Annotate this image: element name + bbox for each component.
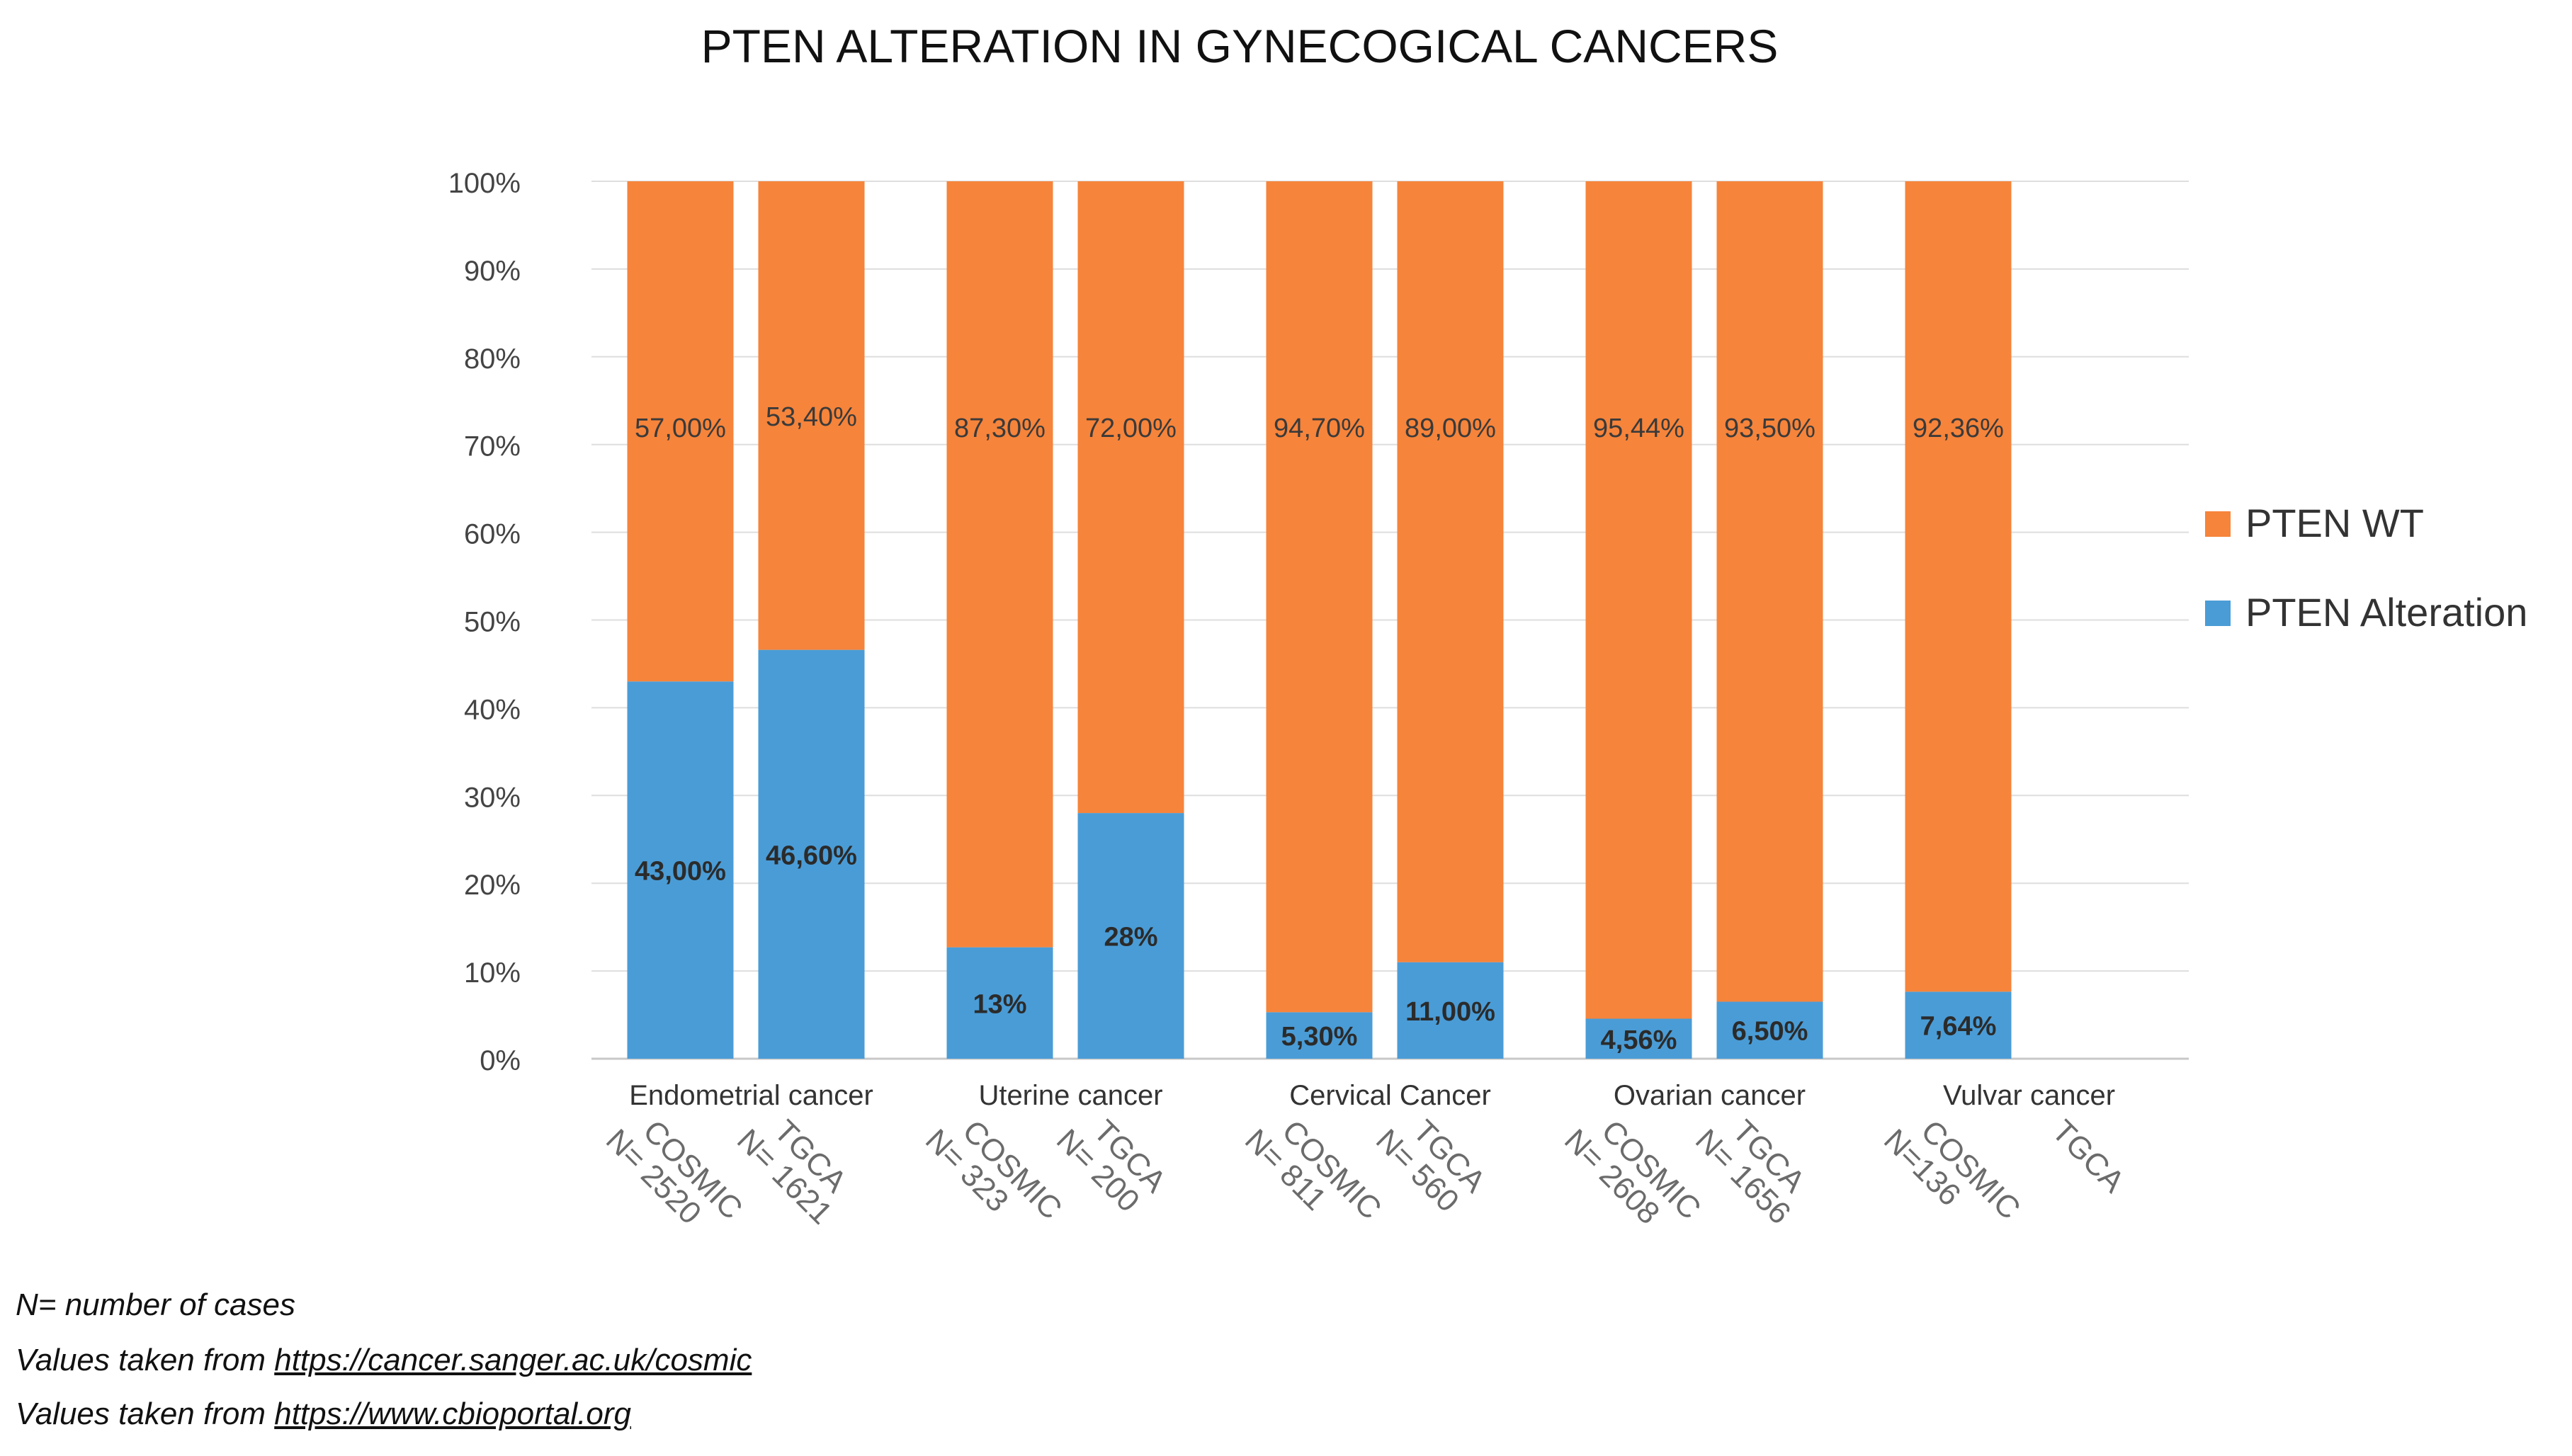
footnote-source-prefix: Values taken from [16,1343,275,1377]
bar-pten-wt [1266,181,1373,1013]
y-tick-label: 70% [464,431,521,462]
bar-pten-wt [1905,181,2012,992]
data-label-alteration: 4,56% [1601,1025,1677,1055]
footnote-source-cbioportal: Values taken from https://www.cbioportal… [16,1397,631,1432]
data-label-wt: 89,00% [1405,414,1496,443]
data-label-alteration: 43,00% [635,857,726,887]
x-source-label: TGCAN= 1656 [1689,1100,1820,1232]
data-label-wt: 57,00% [635,414,726,443]
bar-pten-wt [1077,181,1184,814]
data-label-wt: 94,70% [1274,414,1365,443]
x-source-label: COSMICN= 323 [919,1100,1068,1249]
bar-pten-wt [758,181,865,650]
bars: 43,00% 57,00% 46,60% 53,40% 13% 87,30% 28% 72,0… [627,181,2012,1059]
data-label-alteration: 28% [1104,923,1157,952]
y-tick-label: 60% [464,519,521,550]
chart-title: PTEN ALTERATION IN GYNECOGICAL CANCERS [701,20,1779,72]
cosmic-link[interactable]: https://cancer.sanger.ac.uk/cosmic [274,1343,752,1377]
bar-pten-alteration [1077,813,1184,1059]
data-label-alteration: 13% [973,989,1026,1019]
y-axis: 0% 10% 20% 30% 40% 50% 60% 70% 80% 90% 100% [448,168,521,1076]
bar-pten-alteration [1716,1001,1823,1059]
cbioportal-link[interactable]: https://www.cbioportal.org [274,1397,632,1431]
bar-pten-alteration [1266,1012,1373,1059]
y-tick-label: 100% [448,168,521,199]
x-source-label: COSMICN= 2608 [1558,1100,1707,1249]
y-tick-label: 80% [464,343,521,375]
x-source-label: COSMICN= 2520 [599,1100,749,1249]
x-category-label: Ovarian cancer [1614,1080,1806,1111]
bar-pten-wt [627,181,734,682]
x-category-label: Cervical Cancer [1289,1080,1491,1111]
x-source-label: TGCA [2045,1113,2131,1200]
bar-pten-wt [1397,181,1504,962]
x-category-label: Uterine cancer [978,1080,1162,1111]
x-source-label: COSMICN=136 [1877,1100,2027,1249]
bar-pten-alteration [1905,991,2012,1059]
data-label-wt: 87,30% [954,414,1046,443]
data-label-wt: 93,50% [1724,414,1815,443]
y-tick-label: 0% [480,1045,521,1076]
data-label-wt: 53,40% [766,402,857,432]
y-tick-label: 40% [464,694,521,725]
footnote-n-definition: N= number of cases [16,1287,295,1323]
data-label-alteration: 11,00% [1405,997,1495,1027]
legend-label: PTEN Alteration [2245,590,2527,635]
data-label-alteration: 7,64% [1920,1012,1997,1042]
footnote-source-prefix: Values taken from [16,1397,275,1431]
data-label-wt: 72,00% [1085,414,1177,443]
bar-pten-alteration [1397,962,1504,1059]
y-tick-label: 50% [464,607,521,638]
data-label-wt: 92,36% [1913,414,2004,443]
y-tick-label: 10% [464,957,521,989]
x-category-label: Vulvar cancer [1943,1080,2115,1111]
bar-pten-wt [1716,181,1823,1002]
y-tick-label: 30% [464,782,521,813]
legend: PTEN WT PTEN Alteration [2205,501,2527,635]
data-label-alteration: 6,50% [1732,1017,1808,1047]
y-tick-label: 90% [464,256,521,287]
footnote-source-cosmic: Values taken from https://cancer.sanger.… [16,1343,752,1378]
data-label-alteration: 46,60% [766,841,857,870]
legend-swatch [2205,511,2231,537]
x-source-label: TGCAN= 200 [1050,1100,1173,1223]
footnote-n-text: N= number of cases [16,1287,295,1322]
legend-swatch [2205,601,2231,626]
bar-pten-alteration [946,947,1053,1059]
bar-pten-wt [946,181,1053,948]
data-label-alteration: 5,30% [1281,1022,1358,1052]
x-source-label: TGCAN= 1621 [730,1100,862,1232]
legend-label: PTEN WT [2245,501,2424,545]
x-source-label: COSMICN= 811 [1238,1100,1388,1249]
source-name: TGCA [2045,1113,2131,1200]
x-category-label: Endometrial cancer [629,1080,873,1111]
bar-pten-alteration [758,649,865,1059]
bar-pten-wt [1585,181,1692,1019]
data-label-wt: 95,44% [1593,414,1684,443]
y-tick-label: 20% [464,870,521,901]
x-source-label: TGCAN= 560 [1369,1100,1492,1223]
bar-pten-alteration [1585,1018,1692,1059]
bar-pten-alteration [627,681,734,1059]
